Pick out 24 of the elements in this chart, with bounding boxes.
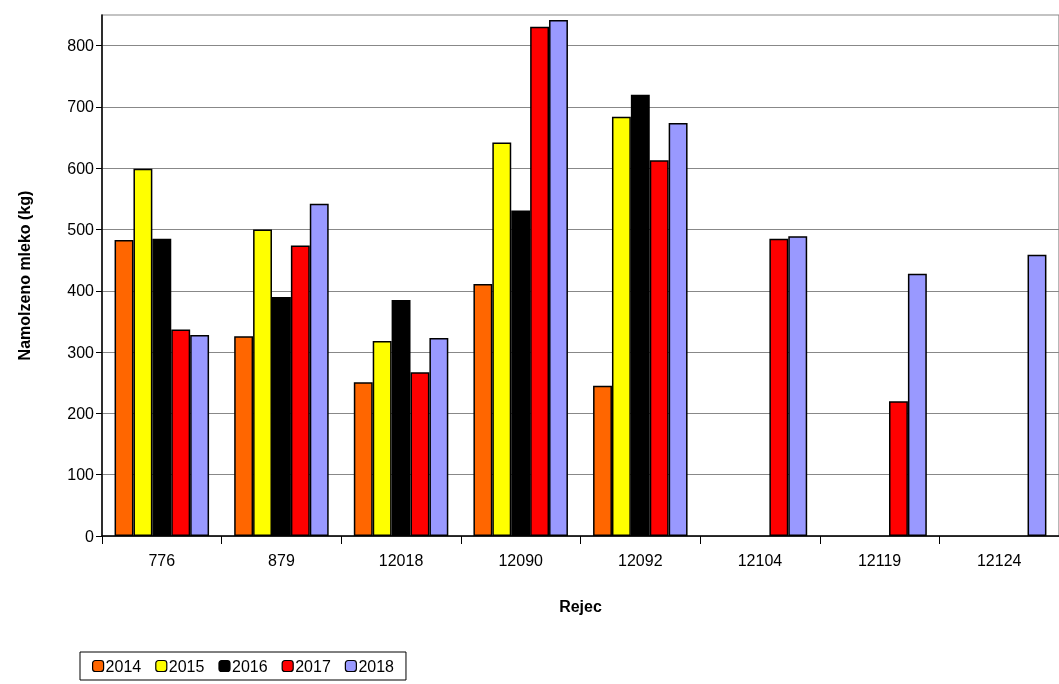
y-tick-label: 600 xyxy=(67,159,95,177)
y-tick-label: 700 xyxy=(67,98,95,116)
x-tick-label: 12119 xyxy=(857,551,902,569)
legend-label: 2014 xyxy=(105,657,142,675)
y-tick-label: 800 xyxy=(67,37,95,55)
x-tick-label: 12018 xyxy=(378,551,424,569)
legend-label: 2015 xyxy=(168,657,205,675)
x-tick-label: 12090 xyxy=(498,551,544,569)
y-tick-label: 400 xyxy=(67,282,95,300)
legend-label: 2018 xyxy=(358,657,395,675)
x-axis-title: Rejec xyxy=(559,597,602,615)
legend-label: 2017 xyxy=(295,657,331,675)
x-tick-label: 879 xyxy=(268,551,295,569)
y-tick-label: 300 xyxy=(67,343,95,361)
y-tick-label: 200 xyxy=(67,404,95,422)
y-tick-label: 100 xyxy=(67,466,95,484)
legend-label: 2016 xyxy=(231,657,268,675)
x-tick-label: 12104 xyxy=(737,551,783,569)
x-tick-label: 12124 xyxy=(976,551,1022,569)
y-axis-title: Namolzeno mleko (kg) xyxy=(15,190,33,361)
x-tick-label: 12092 xyxy=(618,551,663,569)
y-tick-label: 0 xyxy=(85,527,95,545)
x-tick-label: 776 xyxy=(148,551,176,569)
y-tick-label: 500 xyxy=(67,221,95,239)
